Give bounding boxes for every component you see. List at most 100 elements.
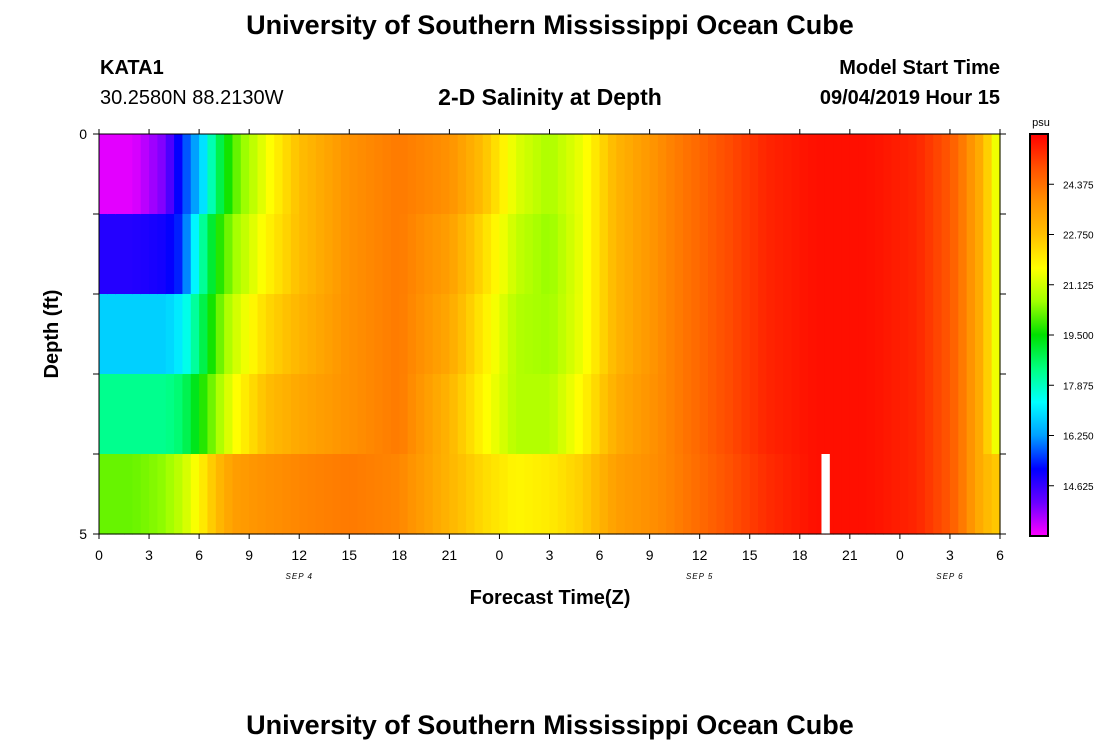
heatmap-cell	[399, 214, 409, 295]
heatmap-cell	[491, 454, 501, 535]
heatmap-cell	[599, 374, 609, 455]
heatmap-cell	[290, 134, 300, 215]
heatmap-cell	[774, 214, 784, 295]
heatmap-cell	[157, 134, 167, 215]
heatmap-cell	[507, 214, 517, 295]
heatmap-cell	[499, 294, 509, 375]
heatmap-cell	[199, 454, 209, 535]
heatmap-cell	[207, 294, 217, 375]
heatmap-cell	[624, 454, 634, 535]
colorbar-tick-label: 22.750	[1063, 231, 1094, 242]
heatmap-cell	[949, 134, 959, 215]
x-tick-label: 0	[95, 547, 103, 563]
heatmap-cell	[482, 374, 492, 455]
footer-title: University of Southern Mississippi Ocean…	[246, 710, 854, 740]
heatmap-cell	[182, 294, 192, 375]
heatmap-cell	[607, 294, 617, 375]
heatmap-cell	[899, 454, 909, 535]
heatmap-cell	[499, 214, 509, 295]
heatmap-cell	[591, 294, 601, 375]
heatmap-cell	[974, 134, 984, 215]
heatmap-cell	[174, 214, 184, 295]
heatmap-cell	[357, 374, 367, 455]
heatmap-cell	[457, 454, 467, 535]
heatmap-cell	[774, 294, 784, 375]
heatmap-cell	[858, 374, 868, 455]
heatmap-cell	[124, 454, 133, 535]
x-tick-label: 3	[145, 547, 153, 563]
heatmap-cell	[674, 214, 684, 295]
heatmap-cell	[491, 374, 501, 455]
heatmap-cell	[874, 294, 884, 375]
heatmap-cell	[215, 294, 225, 375]
heatmap-cell	[708, 294, 717, 375]
heatmap-cell	[432, 374, 442, 455]
heatmap-cell	[899, 374, 909, 455]
heatmap-cell	[774, 374, 784, 455]
heatmap-cell	[833, 374, 843, 455]
heatmap-cell	[457, 134, 467, 215]
heatmap-cell	[282, 454, 292, 535]
heatmap-cell	[474, 374, 484, 455]
heatmap-cell	[808, 134, 818, 215]
heatmap-cell	[424, 454, 434, 535]
heatmap-cell	[874, 214, 884, 295]
heatmap-cell	[240, 454, 250, 535]
heatmap-cell	[691, 374, 701, 455]
heatmap-cell	[399, 134, 409, 215]
colorbar-tick-label: 14.625	[1063, 482, 1094, 493]
heatmap-cell	[799, 134, 809, 215]
heatmap-cell	[874, 134, 884, 215]
heatmap-cell	[466, 374, 476, 455]
x-tick-label: 18	[792, 547, 808, 563]
heatmap-cell	[724, 454, 734, 535]
heatmap-cell	[299, 374, 309, 455]
heatmap-cell	[265, 294, 275, 375]
heatmap-cell	[265, 214, 275, 295]
heatmap-cell	[566, 214, 576, 295]
heatmap-cell	[365, 134, 375, 215]
heatmap-cell	[165, 214, 175, 295]
heatmap-cell	[265, 374, 275, 455]
heatmap-cell	[924, 454, 934, 535]
heatmap-cell	[199, 294, 209, 375]
heatmap-cell	[132, 294, 142, 375]
heatmap-cell	[474, 134, 484, 215]
heatmap-cell	[557, 294, 567, 375]
heatmap-cell	[307, 454, 317, 535]
heatmap-cell	[991, 454, 1001, 535]
heatmap-cell	[849, 214, 859, 295]
heatmap-cell	[449, 454, 459, 535]
heatmap-cell	[390, 214, 400, 295]
heatmap-cell	[407, 214, 417, 295]
heatmap-cell	[532, 454, 542, 535]
heatmap-cell	[899, 134, 909, 215]
heatmap-cell	[833, 454, 843, 535]
heatmap-cell	[933, 294, 943, 375]
heatmap-cell	[240, 134, 250, 215]
x-tick-label: 18	[392, 547, 408, 563]
heatmap-cell	[933, 214, 943, 295]
heatmap-cell	[866, 294, 876, 375]
heatmap-cell	[582, 374, 592, 455]
heatmap-cell	[983, 454, 993, 535]
station-coordinates: 30.2580N 88.2130W	[100, 87, 284, 109]
heatmap-cell	[432, 454, 442, 535]
heatmap-cell	[774, 134, 784, 215]
heatmap-cell	[382, 134, 392, 215]
heatmap-cell	[708, 454, 717, 535]
heatmap-cell	[374, 374, 384, 455]
heatmap-cell	[132, 134, 142, 215]
heatmap-cell	[916, 454, 926, 535]
heatmap-cell	[274, 454, 284, 535]
heatmap-cell	[949, 454, 959, 535]
heatmap-cell	[149, 454, 158, 535]
heatmap-cell	[441, 454, 450, 535]
heatmap-cell	[674, 454, 684, 535]
heatmap-cell	[324, 214, 334, 295]
heatmap-cell	[674, 294, 684, 375]
heatmap-cell	[474, 294, 484, 375]
heatmap-cell	[991, 134, 1001, 215]
heatmap-cell	[199, 214, 209, 295]
x-tick-label: 12	[692, 547, 708, 563]
